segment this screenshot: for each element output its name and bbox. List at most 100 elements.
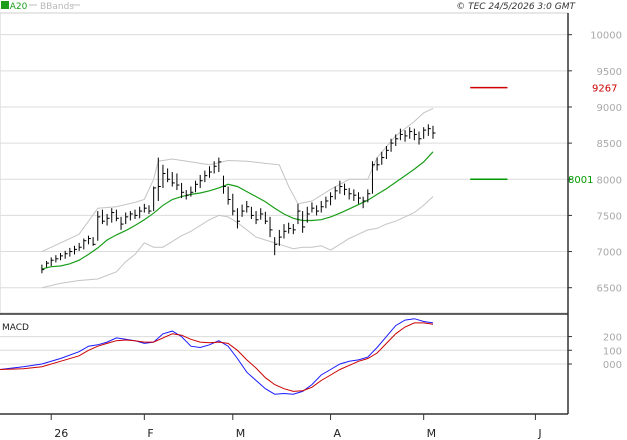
price-bar: [185, 190, 189, 200]
price-y-tick-label: 10000: [590, 31, 622, 42]
price-bar: [162, 164, 166, 188]
price-bar: [190, 186, 194, 197]
price-bar: [97, 211, 101, 241]
legend-ma20-swatch: [1, 1, 9, 9]
price-bar: [46, 260, 50, 268]
price-bar: [423, 127, 427, 139]
price-bar: [264, 211, 268, 225]
price-levels: 9267 8001: [470, 84, 617, 186]
price-bar: [269, 216, 273, 238]
price-bar: [395, 134, 399, 147]
price-bar: [125, 212, 129, 225]
price-bar: [213, 161, 217, 174]
price-y-tick-label: 8500: [597, 139, 622, 150]
x-tick-label: 26: [54, 427, 68, 440]
price-bar: [385, 146, 389, 160]
price-bar: [106, 213, 110, 226]
price-bar: [209, 166, 213, 178]
price-bar: [64, 250, 68, 259]
price-bar: [218, 157, 222, 173]
price-bar: [92, 237, 96, 246]
price-bar: [241, 204, 245, 217]
price-bar: [153, 186, 157, 212]
price-bar: [404, 130, 408, 142]
price-bar: [157, 157, 161, 201]
price-bar: [274, 237, 278, 256]
price-bar: [302, 211, 306, 233]
price-bar: [367, 189, 371, 203]
price-bar: [432, 125, 436, 139]
price-bar: [69, 247, 73, 257]
price-bar: [204, 170, 208, 183]
price-bar: [78, 242, 82, 251]
price-y-tick-label: 7000: [597, 248, 622, 259]
price-bar: [60, 253, 64, 261]
price-bar: [316, 205, 320, 216]
price-bar: [283, 224, 287, 239]
price-bar: [139, 206, 143, 219]
x-tick-label: A: [334, 427, 342, 440]
copyright-text: © TEC 24/5/2026 3:0 GMT: [456, 2, 576, 12]
price-y-tick-label: 9000: [597, 103, 622, 114]
price-bar: [111, 208, 115, 223]
bbands-lower-line: [41, 196, 434, 289]
price-bar: [236, 208, 240, 229]
price-bar: [171, 172, 175, 187]
level-label-8001: 8001: [568, 175, 593, 186]
price-bar: [246, 200, 250, 213]
x-tick-label: J: [537, 427, 541, 440]
macd-series-0: [0, 318, 434, 395]
macd-panel: MACD 200 100 000: [0, 318, 622, 395]
price-bar: [250, 206, 254, 220]
macd-y-tick-label: 000: [603, 360, 622, 371]
price-bar: [55, 255, 59, 263]
x-tick-label: M: [236, 427, 246, 440]
price-bar: [381, 151, 385, 165]
price-bar: [73, 245, 77, 255]
price-bar: [413, 128, 417, 141]
price-bar: [222, 175, 226, 194]
legend-bbands-label: BBands: [40, 2, 74, 12]
price-bar: [260, 208, 264, 220]
macd-series-1: [0, 322, 434, 392]
price-bar: [87, 235, 91, 245]
price-bar: [176, 173, 180, 191]
price-bar: [41, 264, 45, 274]
price-bar: [148, 205, 152, 214]
level-label-9267: 9267: [592, 84, 617, 95]
price-bar: [134, 209, 138, 220]
x-axis-labels: 26 F M A M J: [50, 414, 542, 440]
price-bar: [339, 180, 343, 194]
macd-y-tick-label: 200: [603, 333, 622, 344]
price-bar: [357, 192, 361, 204]
price-bar: [292, 224, 296, 235]
price-bar: [120, 216, 124, 230]
price-bar: [143, 203, 147, 213]
price-bar: [181, 182, 185, 199]
price-bar: [297, 203, 301, 225]
price-bar: [353, 189, 357, 201]
price-bar: [409, 127, 413, 139]
price-bar: [115, 209, 119, 222]
price-bar: [227, 186, 231, 205]
price-bar: [427, 124, 431, 136]
price-bar: [371, 161, 375, 194]
macd-y-tick-label: 100: [603, 346, 622, 357]
price-bars: [41, 124, 436, 274]
price-bar: [232, 193, 236, 216]
price-bar: [320, 200, 324, 213]
price-bar: [325, 196, 329, 209]
price-bar: [255, 211, 259, 225]
price-bar: [195, 180, 199, 193]
macd-grid: [0, 336, 568, 365]
price-y-axis: 10000 9500 9000 8500 8000 7500 7000 6500: [568, 31, 622, 295]
price-bar: [344, 183, 348, 196]
price-bar: [418, 131, 422, 145]
price-bar: [376, 157, 380, 171]
x-tick-label: F: [147, 427, 153, 440]
legend-ma20-label: MA20: [2, 2, 28, 12]
price-y-tick-label: 9500: [597, 67, 622, 78]
price-bar: [129, 211, 133, 221]
macd-lines: [0, 318, 434, 395]
